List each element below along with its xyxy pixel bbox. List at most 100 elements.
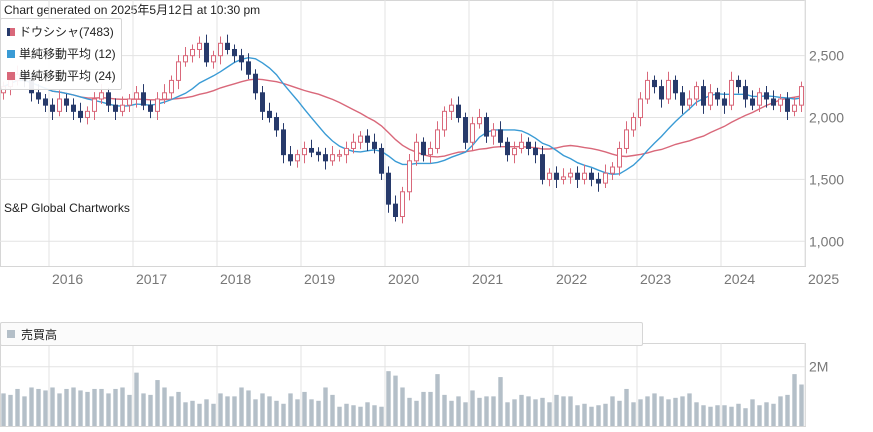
candlestick-layer xyxy=(1,34,804,224)
x-tick-label: 2025 xyxy=(808,271,839,287)
volume-bar xyxy=(330,394,335,426)
legend-item-ma12: 単純移動平均 (12) xyxy=(7,45,116,62)
volume-bar xyxy=(428,391,433,426)
volume-bar xyxy=(64,388,69,426)
volume-bar xyxy=(232,396,237,426)
candle-body xyxy=(246,61,251,75)
candle-body xyxy=(673,79,678,94)
volume-bar xyxy=(29,387,34,426)
volume-bar xyxy=(120,387,125,426)
volume-legend-box: 売買高 xyxy=(0,322,643,346)
candle-body xyxy=(134,92,139,100)
x-tick-label: 2016 xyxy=(52,271,83,287)
volume-bar xyxy=(295,399,300,426)
volume-bar xyxy=(15,388,20,426)
candle-body xyxy=(498,129,503,143)
candle-body xyxy=(260,92,265,112)
volume-bar xyxy=(372,405,377,426)
candle-body xyxy=(421,141,426,156)
candle-body xyxy=(274,117,279,131)
candle-body xyxy=(379,147,384,174)
volume-bar xyxy=(127,394,132,426)
volume-bar xyxy=(365,402,370,426)
candle-body xyxy=(561,176,566,180)
volume-bar xyxy=(645,396,650,426)
volume-bar xyxy=(218,393,223,426)
volume-bar xyxy=(666,399,671,426)
volume-bar xyxy=(708,406,713,426)
volume-bar xyxy=(659,396,664,426)
candle-body xyxy=(526,141,531,149)
candle-body xyxy=(190,48,195,57)
candle-body xyxy=(344,147,349,156)
volume-bar xyxy=(533,399,538,426)
volume-bar xyxy=(442,394,447,426)
volume-bar xyxy=(393,375,398,426)
volume-bar xyxy=(519,394,524,426)
ma12-line xyxy=(3,56,802,176)
candle-body xyxy=(309,147,314,153)
candle-body xyxy=(281,129,286,156)
candle-body xyxy=(519,141,524,149)
volume-bar xyxy=(582,403,587,426)
volume-bar xyxy=(421,391,426,426)
volume-bar xyxy=(596,405,601,426)
volume-bar xyxy=(477,397,482,426)
candle-body xyxy=(36,92,41,100)
candle-body xyxy=(638,98,643,119)
candle-body xyxy=(232,48,237,57)
ma12-swatch-icon xyxy=(7,50,15,58)
volume-bar xyxy=(589,406,594,426)
volume-bar xyxy=(78,390,83,426)
volume-bar xyxy=(246,390,251,426)
candle-body xyxy=(253,73,258,94)
candle-body xyxy=(127,98,132,106)
candle-body xyxy=(295,154,300,162)
candle-body xyxy=(365,135,370,143)
candle-body xyxy=(785,98,790,112)
candle-body xyxy=(736,79,741,88)
candle-body xyxy=(428,147,433,156)
candle-body xyxy=(764,92,769,100)
candle-body xyxy=(799,86,804,106)
volume-bar xyxy=(456,396,461,426)
volume-bar xyxy=(617,400,622,426)
volume-bar xyxy=(673,397,678,426)
volume-bar xyxy=(386,371,391,426)
volume-bar xyxy=(8,394,13,426)
volume-bar xyxy=(505,402,510,426)
x-tick-label: 2018 xyxy=(220,271,251,287)
volume-bar xyxy=(358,406,363,426)
legend-item-ma24: 単純移動平均 (24) xyxy=(7,67,116,84)
volume-bar xyxy=(407,397,412,426)
candle-body xyxy=(722,98,727,106)
volume-bar xyxy=(722,405,727,426)
volume-bar xyxy=(778,396,783,426)
candle-body xyxy=(169,79,174,94)
candle-body xyxy=(358,135,363,143)
volume-legend-label: 売買高 xyxy=(21,328,58,342)
volume-bar xyxy=(302,391,307,426)
candle-body xyxy=(624,129,629,149)
candle-body xyxy=(106,92,111,106)
volume-bar xyxy=(190,400,195,426)
volume-bar xyxy=(554,394,559,426)
candle-body xyxy=(50,104,55,112)
candle-body xyxy=(687,98,692,106)
candle-body xyxy=(183,55,188,63)
volume-bar xyxy=(463,402,468,426)
candle-body xyxy=(99,92,104,100)
volume-bar xyxy=(316,400,321,426)
x-tick-label: 2024 xyxy=(724,271,755,287)
volume-bar xyxy=(337,406,342,426)
volume-bar xyxy=(470,390,475,426)
volume-bar xyxy=(449,400,454,426)
volume-bar xyxy=(323,387,328,426)
candle-body xyxy=(400,191,405,218)
volume-bar xyxy=(680,396,685,426)
x-tick-label: 2023 xyxy=(640,271,671,287)
volume-bar xyxy=(603,403,608,426)
candle-body xyxy=(351,141,356,149)
candle-body xyxy=(757,92,762,106)
